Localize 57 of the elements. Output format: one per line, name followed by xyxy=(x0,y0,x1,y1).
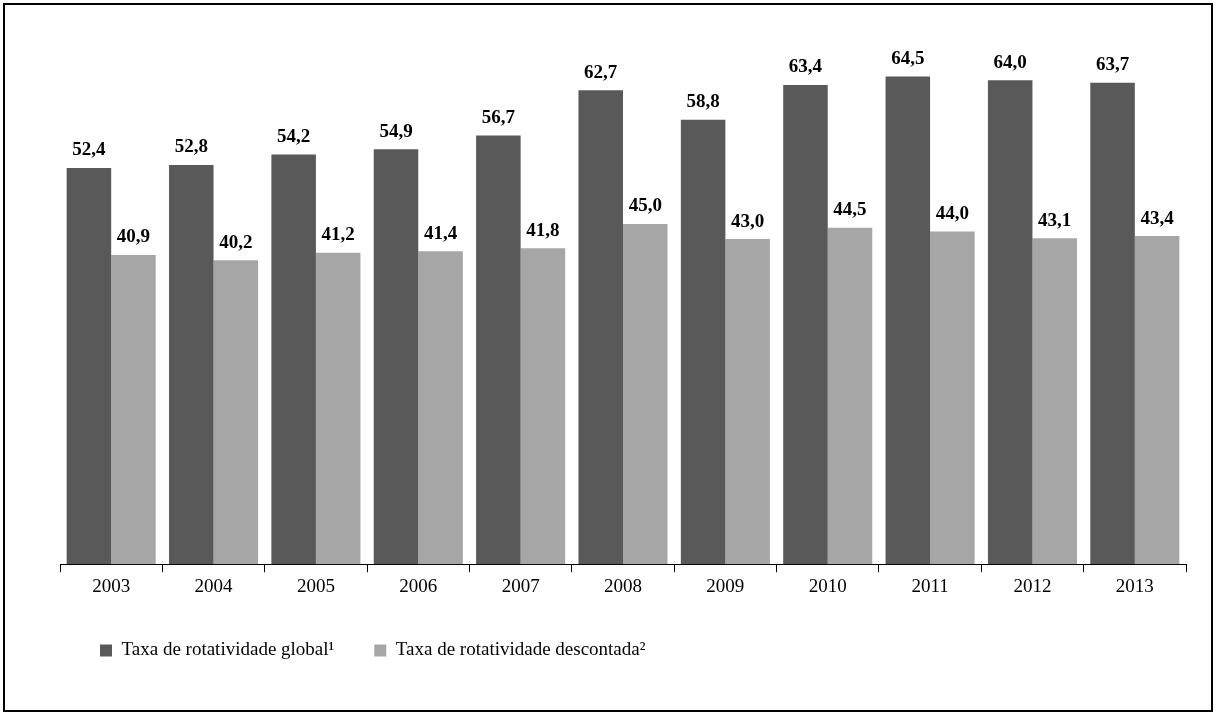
data-label: 44,5 xyxy=(833,198,867,220)
bar xyxy=(578,90,623,565)
data-label: 40,2 xyxy=(219,230,253,252)
bar xyxy=(930,231,975,565)
bar xyxy=(476,135,521,565)
legend-label: Taxa de rotatividade global¹ xyxy=(121,638,335,660)
bar xyxy=(827,227,873,565)
data-label: 41,2 xyxy=(321,223,355,245)
bar xyxy=(623,224,668,565)
x-tick-label: 2008 xyxy=(604,574,642,596)
data-label: 54,2 xyxy=(277,124,311,146)
bar xyxy=(1090,82,1135,565)
data-label: 52,4 xyxy=(72,138,107,160)
bar xyxy=(213,260,259,565)
bar xyxy=(885,76,931,565)
data-label: 64,5 xyxy=(891,46,925,68)
bar xyxy=(169,165,214,565)
bar xyxy=(418,251,463,565)
x-tick-label: 2013 xyxy=(1115,574,1154,596)
bar xyxy=(315,252,361,565)
data-label: 43,4 xyxy=(1140,206,1175,228)
x-tick-label: 2007 xyxy=(501,574,540,596)
data-label: 41,8 xyxy=(526,218,560,240)
data-label: 58,8 xyxy=(686,90,720,112)
bar xyxy=(783,84,828,565)
x-tick-label: 2006 xyxy=(399,574,438,596)
bar xyxy=(680,119,726,565)
data-label: 44,0 xyxy=(935,201,969,223)
data-label: 43,1 xyxy=(1038,208,1072,230)
bar xyxy=(725,239,770,565)
data-label: 40,9 xyxy=(116,225,151,247)
bar xyxy=(987,80,1033,565)
data-label: 45,0 xyxy=(628,194,662,216)
data-label: 63,4 xyxy=(788,55,823,77)
x-tick-label: 2005 xyxy=(296,574,335,596)
bar xyxy=(1134,236,1180,565)
bar xyxy=(271,154,316,565)
bar xyxy=(520,248,566,565)
bar xyxy=(373,149,419,565)
data-label: 62,7 xyxy=(584,60,618,82)
x-tick-label: 2011 xyxy=(911,574,949,596)
x-tick-label: 2003 xyxy=(92,574,131,596)
x-tick-label: 2010 xyxy=(808,574,847,596)
x-tick-label: 2009 xyxy=(706,574,745,596)
data-label: 52,8 xyxy=(174,135,208,157)
bar xyxy=(1032,238,1077,565)
x-tick-label: 2004 xyxy=(194,574,234,596)
data-label: 64,0 xyxy=(993,50,1027,72)
bar xyxy=(66,168,112,565)
x-tick-label: 2012 xyxy=(1013,574,1052,596)
data-label: 43,0 xyxy=(731,209,765,231)
data-label: 54,9 xyxy=(379,119,413,141)
data-label: 63,7 xyxy=(1095,53,1130,75)
data-label: 41,4 xyxy=(423,221,458,243)
legend-label: Taxa de rotatividade descontada² xyxy=(395,638,646,660)
data-label: 56,7 xyxy=(481,105,516,127)
bar xyxy=(111,255,156,565)
